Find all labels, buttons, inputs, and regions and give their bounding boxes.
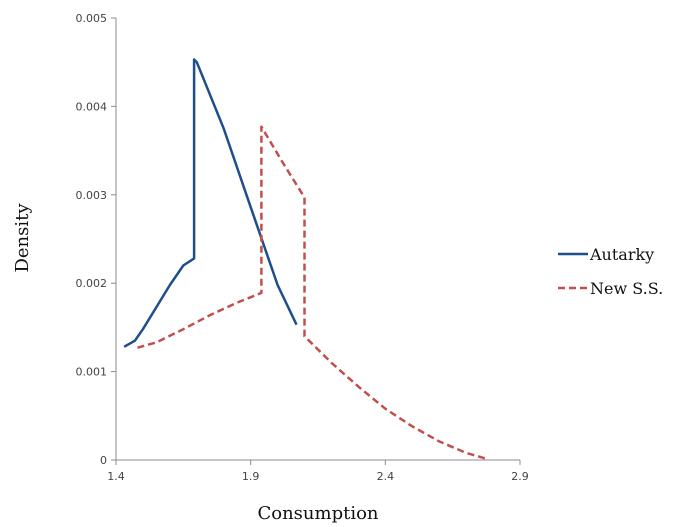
y-axis-title: Density <box>12 203 33 273</box>
x-tick-label: 2.9 <box>511 470 529 483</box>
y-tick-label: 0.001 <box>76 366 108 379</box>
y-tick-label: 0.002 <box>76 277 108 290</box>
legend-label-new-ss: New S.S. <box>590 279 663 298</box>
tick-layer: 1.4 1.9 2.4 2.9 0 0.001 0.002 0.003 0.004 0.005 <box>76 12 529 483</box>
legend-label-autarky: Autarky <box>589 245 654 264</box>
y-tick-label: 0.005 <box>76 12 108 25</box>
series-line-new-s-s <box>137 125 489 461</box>
series-line-autarky <box>123 58 298 348</box>
x-tick-label: 1.4 <box>107 470 125 483</box>
x-axis-title: Consumption <box>257 503 378 524</box>
legend: Autarky New S.S. <box>558 245 663 298</box>
series-layer <box>123 58 489 461</box>
y-tick-label: 0.003 <box>76 189 108 202</box>
y-tick-label: 0.004 <box>76 100 108 113</box>
y-tick-label: 0 <box>100 454 107 467</box>
x-tick-label: 1.9 <box>242 470 260 483</box>
x-tick-label: 2.4 <box>377 470 395 483</box>
